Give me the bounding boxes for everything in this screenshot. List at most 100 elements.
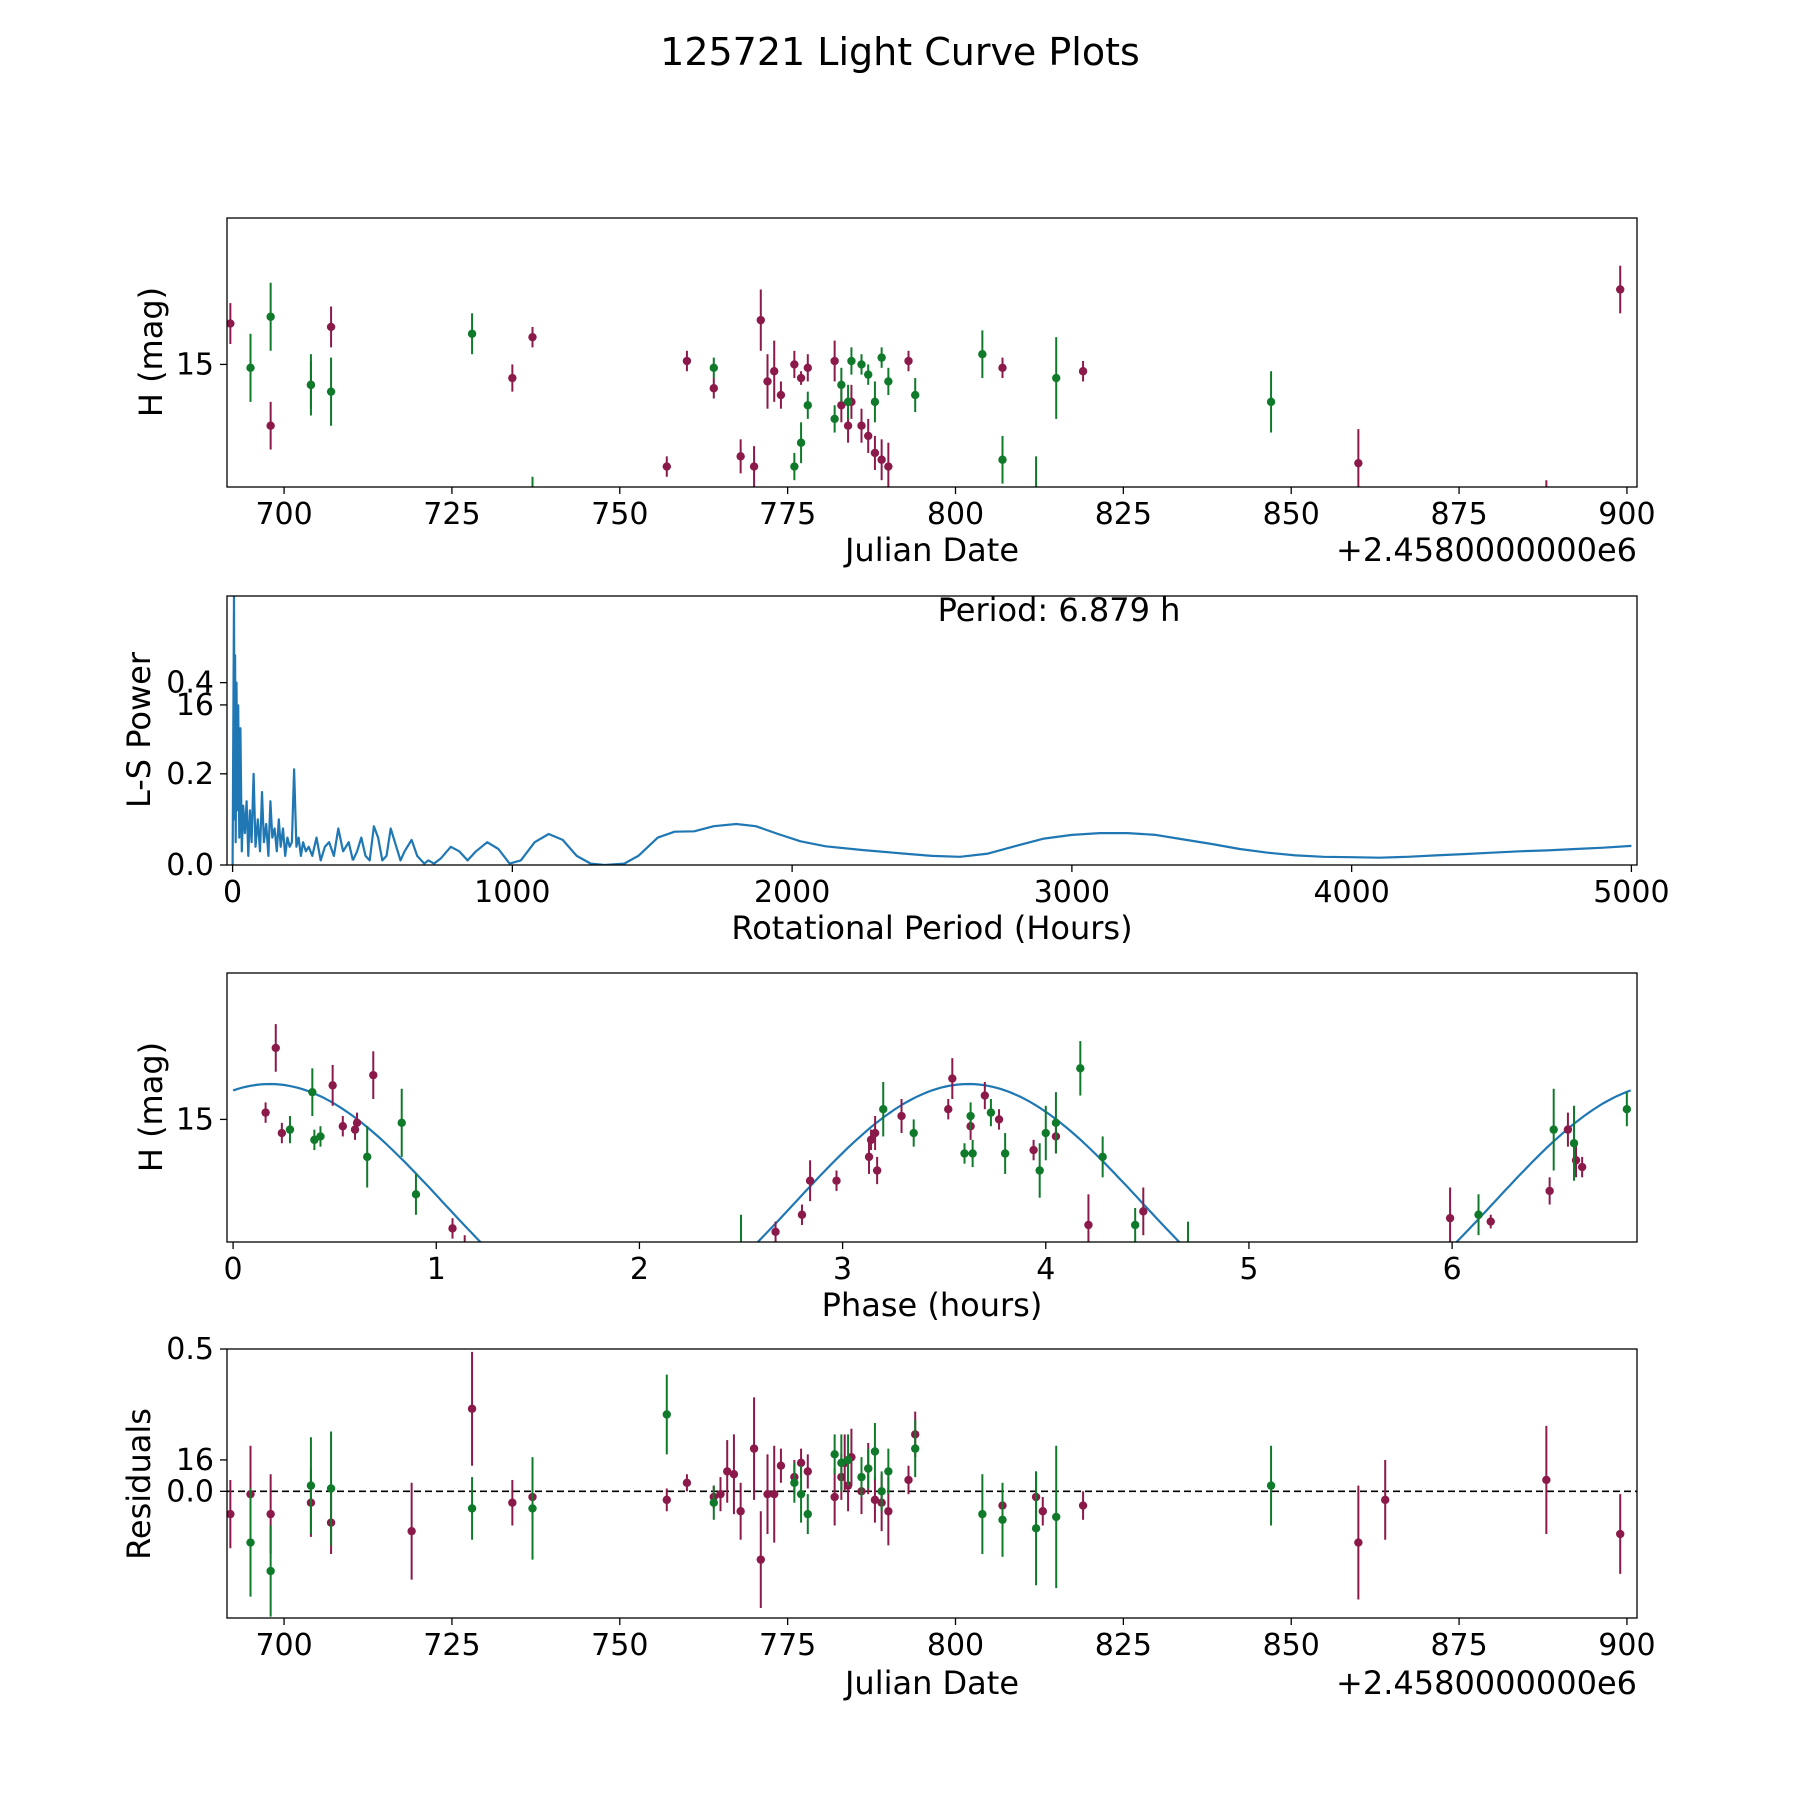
- residuals-xtick-label: 825: [1095, 1628, 1152, 1663]
- phased-point-green: [1622, 1092, 1632, 1127]
- phased-point-green: [397, 1088, 406, 1157]
- data-marker: [716, 1489, 725, 1499]
- lightcurve-point-green: [709, 357, 718, 379]
- phased-point-green: [879, 1081, 888, 1137]
- data-marker: [1032, 520, 1040, 528]
- data-marker: [904, 356, 913, 366]
- phased-point-magenta: [487, 1262, 495, 1289]
- data-marker: [948, 1074, 957, 1083]
- phased-point-green: [1474, 1194, 1483, 1236]
- data-marker: [682, 1478, 692, 1487]
- data-marker: [1052, 1512, 1061, 1522]
- data-marker: [306, 1481, 316, 1490]
- data-marker: [870, 1495, 880, 1505]
- data-marker: [1563, 1125, 1573, 1134]
- residuals-point-green: [1031, 1471, 1041, 1586]
- residuals-point-magenta: [749, 1397, 759, 1500]
- data-marker: [790, 1478, 799, 1487]
- residuals-point-green: [837, 1434, 846, 1492]
- data-marker: [285, 1125, 295, 1134]
- data-marker: [830, 414, 839, 424]
- lightcurve-xlabel: Julian Date: [843, 531, 1019, 569]
- lightcurve-xtick-label: 875: [1430, 497, 1487, 532]
- phased-point-green: [1000, 1133, 1010, 1174]
- phased-point-green: [960, 1143, 969, 1164]
- lightcurve-point-magenta: [877, 439, 886, 481]
- lightcurve-point-green: [911, 378, 920, 413]
- phased-point-magenta: [1545, 1177, 1554, 1205]
- residuals-ytick-label: 0.0: [166, 1474, 214, 1509]
- data-marker: [864, 1464, 873, 1473]
- data-marker: [352, 1118, 362, 1128]
- data-marker: [857, 1472, 866, 1482]
- residuals-point-magenta: [776, 1448, 786, 1483]
- data-marker: [271, 1043, 280, 1053]
- lightcurve-xtick-label: 700: [255, 497, 312, 532]
- residuals-xtick-label: 800: [927, 1628, 984, 1663]
- residuals-point-green: [467, 1477, 477, 1540]
- residuals-point-green: [1052, 1445, 1061, 1589]
- data-marker: [797, 1210, 807, 1219]
- data-marker: [888, 571, 896, 579]
- data-marker: [461, 1262, 469, 1270]
- lightcurve-point-green: [266, 282, 275, 351]
- residuals-point-green: [326, 1431, 336, 1546]
- data-marker: [528, 1504, 537, 1513]
- phased-point-magenta: [261, 1102, 270, 1123]
- data-marker: [654, 1422, 662, 1430]
- phased-point-green: [738, 1214, 744, 1242]
- residuals-xtick-label: 775: [759, 1628, 816, 1663]
- phased-point-magenta: [511, 1276, 519, 1337]
- data-marker: [723, 534, 731, 542]
- phased-xlabel: Phase (hours): [822, 1286, 1043, 1324]
- lightcurve-point-green: [870, 381, 880, 423]
- lightcurve-point-green: [528, 476, 536, 511]
- lightcurve-panel: 700 725 750 775 800 825 850 875 900 16 15 Julian D…: [132, 217, 1656, 723]
- residuals-point-green: [803, 1494, 812, 1535]
- residuals-point-magenta: [803, 1454, 812, 1489]
- lightcurve-point-magenta: [662, 456, 671, 477]
- lightcurve-point-green: [847, 347, 856, 375]
- lightcurve-point-magenta: [763, 354, 772, 409]
- lightcurve-point-magenta: [246, 524, 254, 578]
- data-marker: [1084, 1220, 1093, 1230]
- residuals-point-magenta: [1542, 1425, 1551, 1535]
- data-marker: [879, 1105, 888, 1114]
- phased-point-magenta: [864, 1139, 874, 1174]
- residuals-offset-label: +2.4580000000e6: [1336, 1664, 1637, 1702]
- data-marker: [508, 373, 517, 383]
- phased-point-green: [1051, 1092, 1061, 1154]
- periodogram-xtick-label: 0: [223, 875, 242, 910]
- data-marker: [1369, 1289, 1377, 1297]
- data-marker: [832, 1176, 841, 1185]
- residuals-point-green: [911, 1420, 920, 1478]
- phased-point-magenta: [631, 1419, 639, 1494]
- data-marker: [528, 503, 536, 511]
- lightcurve-xtick-label: 775: [759, 497, 816, 532]
- lightcurve-point-magenta: [749, 446, 759, 487]
- data-marker: [843, 421, 853, 430]
- data-marker: [968, 1149, 977, 1158]
- phased-point-magenta: [805, 1160, 815, 1202]
- lightcurve-point-magenta: [756, 289, 765, 351]
- data-marker: [508, 1498, 517, 1507]
- lightcurve-xtick-label: 850: [1263, 497, 1320, 532]
- lightcurve-point-magenta: [857, 408, 866, 443]
- data-marker: [662, 1410, 671, 1419]
- data-marker: [1354, 1538, 1363, 1547]
- lightcurve-point-green: [306, 354, 316, 416]
- data-marker: [1041, 1128, 1050, 1138]
- data-marker: [897, 1111, 906, 1121]
- lightcurve-point-magenta: [830, 340, 839, 382]
- phased-point-magenta: [448, 1218, 457, 1239]
- data-marker: [631, 1452, 639, 1460]
- lightcurve-point-magenta: [326, 306, 336, 348]
- residuals-point-magenta: [756, 1511, 765, 1609]
- residuals-point-magenta: [682, 1474, 692, 1492]
- lightcurve-point-green: [663, 654, 671, 715]
- data-marker: [870, 397, 880, 407]
- data-marker: [796, 1489, 806, 1499]
- residuals-ylabel: Residuals: [120, 1408, 158, 1560]
- data-marker: [796, 438, 806, 447]
